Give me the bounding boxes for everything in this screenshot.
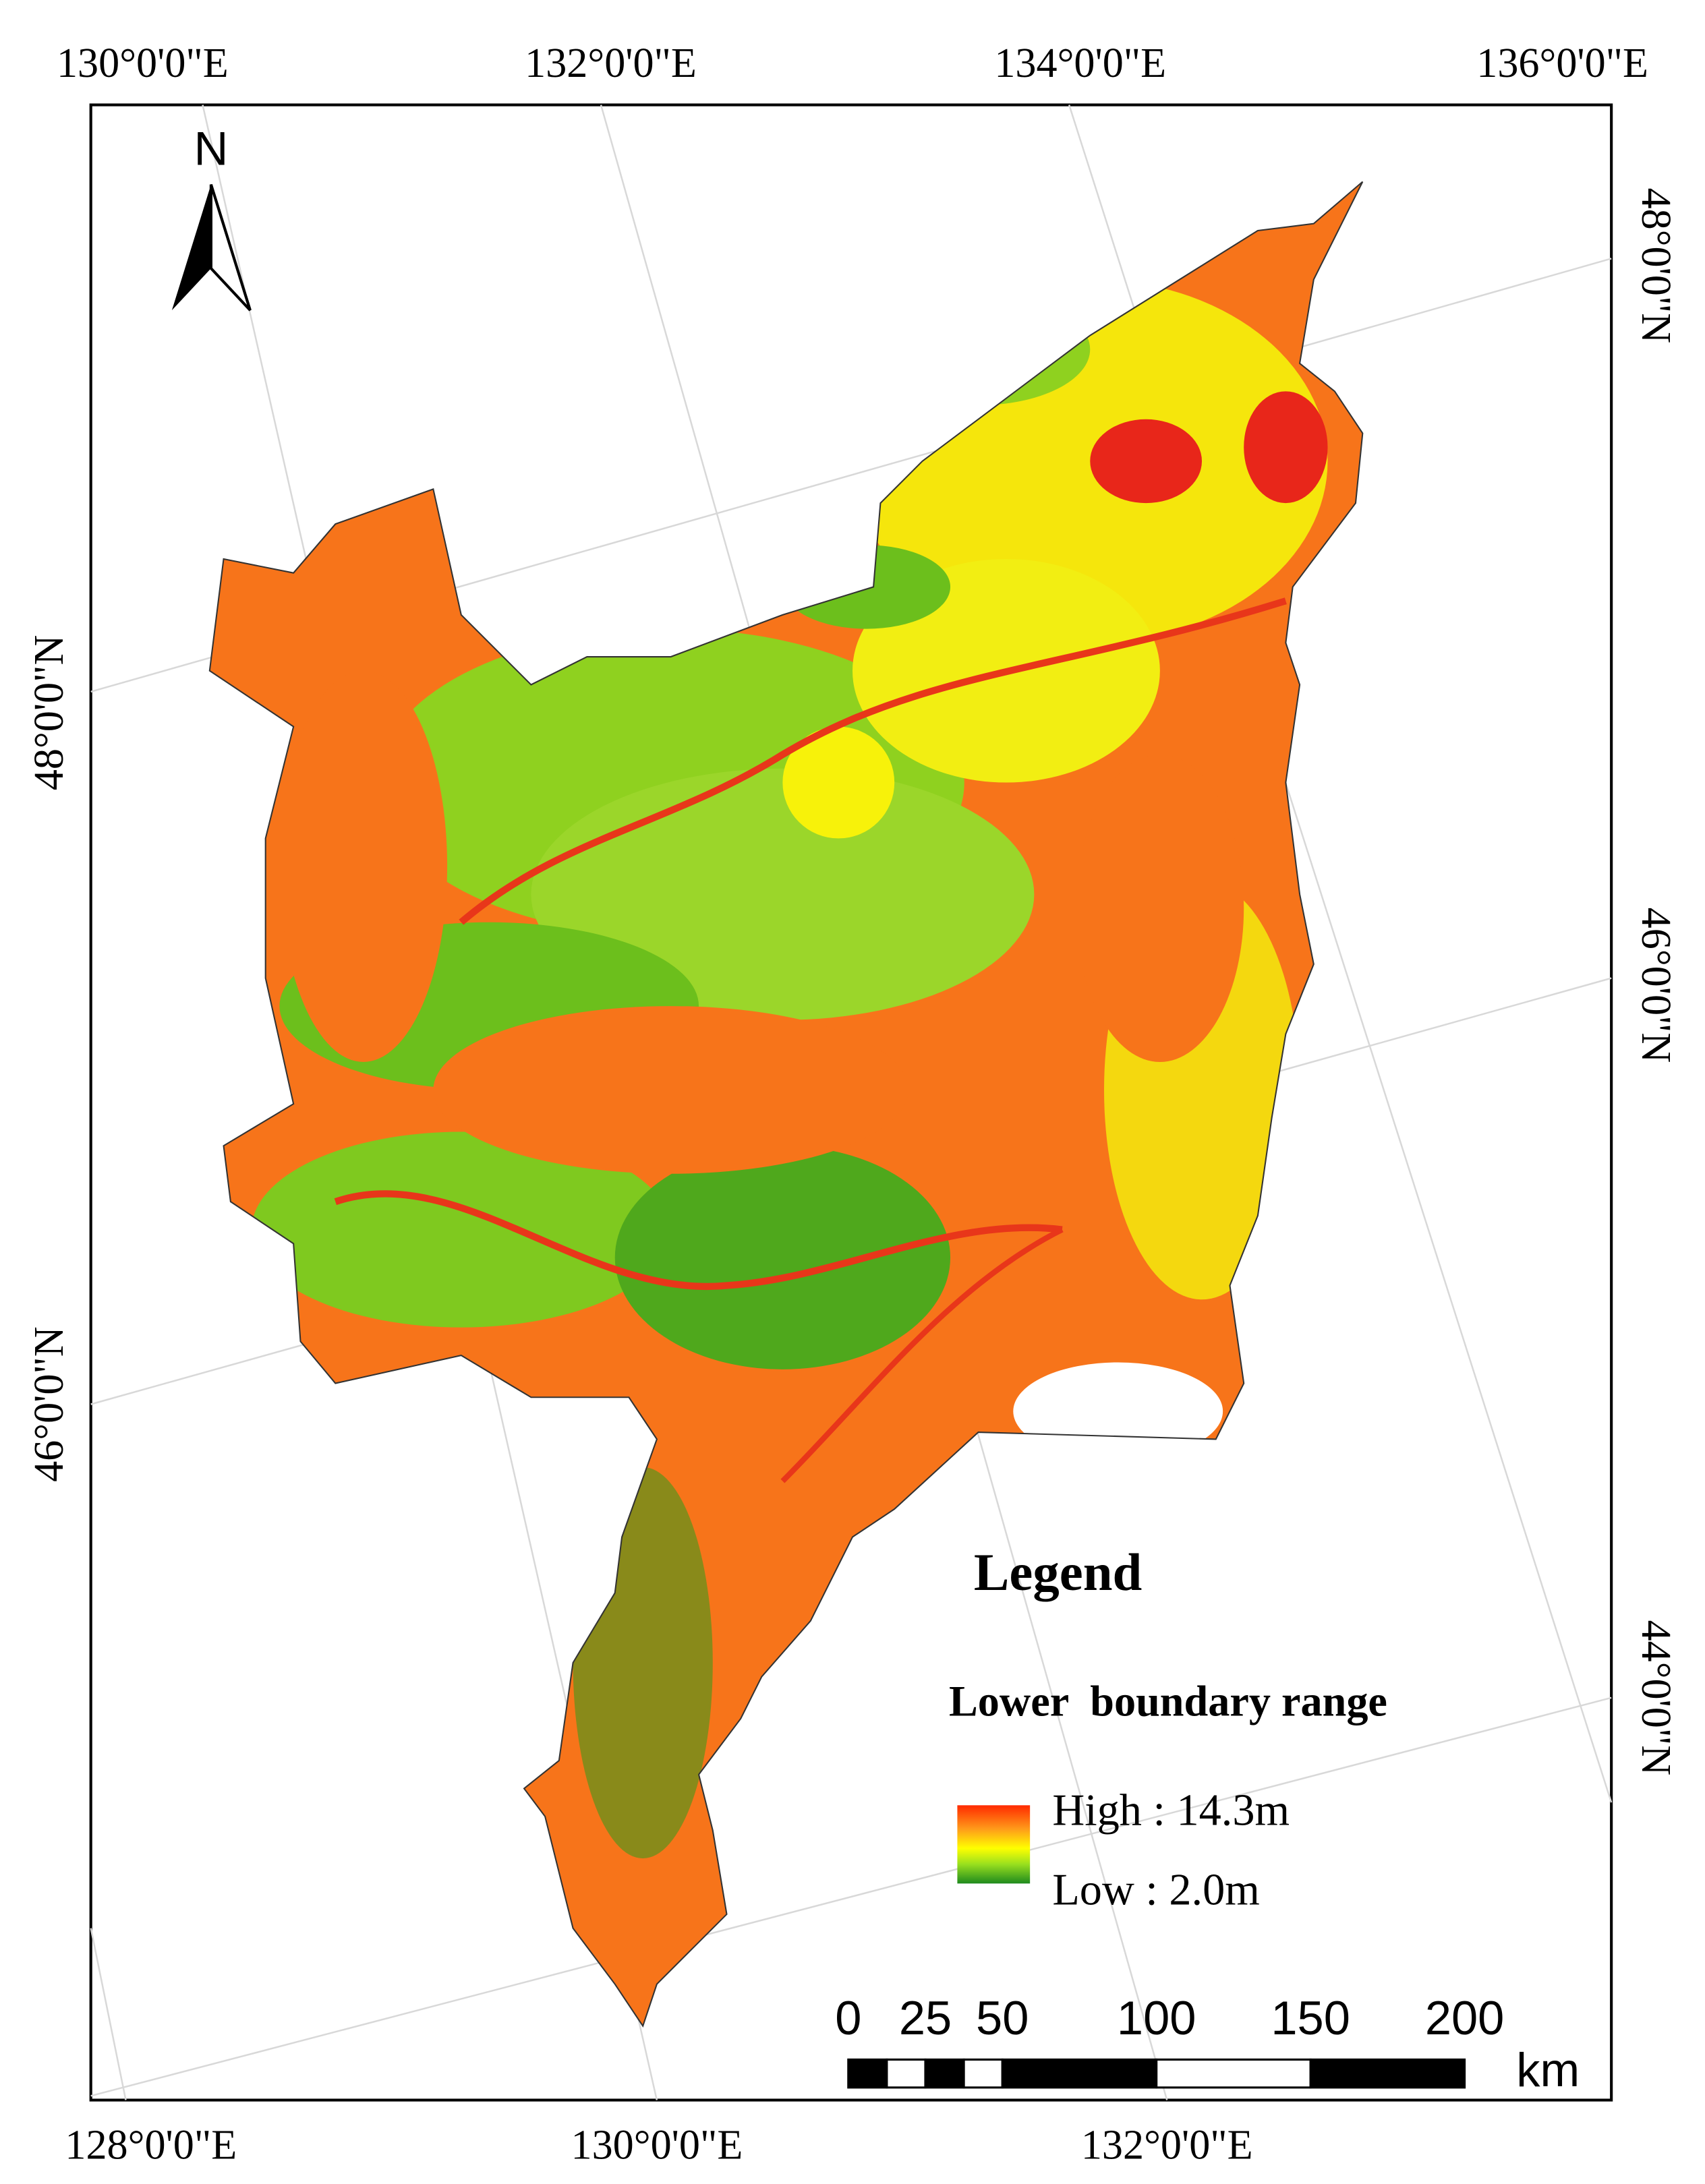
- scale-tick-label: 0: [835, 1991, 861, 2044]
- scale-segment: [924, 2058, 965, 2089]
- bottom-label: 132°0'0"E: [1081, 2123, 1253, 2168]
- scale-tick-label: 50: [976, 1991, 1029, 2044]
- left-label: 46°0'0"N: [26, 1326, 72, 1482]
- scale-segment: [847, 2058, 888, 2089]
- right-label: 46°0'0"N: [1633, 908, 1679, 1063]
- legend-ramp: [957, 1805, 1031, 1884]
- top-label: 132°0'0"E: [525, 40, 697, 86]
- scale-segment: [1155, 2058, 1312, 2089]
- north-label: N: [194, 122, 228, 175]
- scale-tick-label: 25: [899, 1991, 952, 2044]
- scale-tick-label: 200: [1425, 1991, 1505, 2044]
- legend-low: Low : 2.0m: [1052, 1865, 1260, 1914]
- scale-tick-label: 150: [1271, 1991, 1350, 2044]
- left-label: 48°0'0"N: [26, 635, 72, 791]
- coordinate-labels: 130°0'0"E 132°0'0"E 134°0'0"E 136°0'0"E …: [26, 40, 1679, 2168]
- legend: Legend Lower boundary range High : 14.3m…: [949, 1543, 1387, 1914]
- right-label: 44°0'0"N: [1633, 1620, 1679, 1775]
- bottom-label: 130°0'0"E: [571, 2123, 743, 2168]
- bottom-label: 128°0'0"E: [65, 2123, 237, 2168]
- scale-segment: [962, 2058, 1004, 2089]
- scale-bar: km 0 25 50 100 150 200: [835, 1991, 1580, 2096]
- top-label: 136°0'0"E: [1476, 40, 1648, 86]
- legend-title: Legend: [974, 1543, 1142, 1602]
- scale-tick-label: 100: [1117, 1991, 1196, 2044]
- scale-unit: km: [1516, 2043, 1580, 2096]
- top-label: 134°0'0"E: [994, 40, 1166, 86]
- top-label: 130°0'0"E: [57, 40, 229, 86]
- scale-segment: [1309, 2058, 1466, 2089]
- scale-segment: [1001, 2058, 1158, 2089]
- right-label: 48°0'0"N: [1633, 188, 1679, 344]
- legend-high: High : 14.3m: [1052, 1785, 1290, 1835]
- scale-segment: [886, 2058, 927, 2089]
- legend-subtitle: Lower boundary range: [949, 1678, 1387, 1725]
